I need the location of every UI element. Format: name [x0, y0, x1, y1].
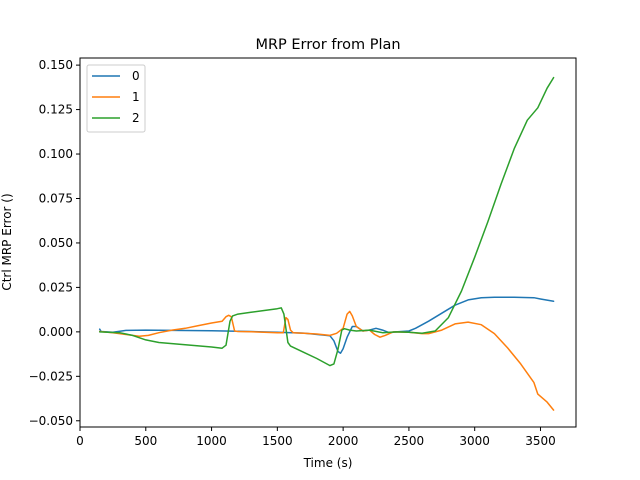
- y-tick-label: −0.025: [29, 369, 73, 383]
- y-axis-ticks: −0.050 −0.025 0.000 0.025 0.050 0.075 0.100 0.1…: [29, 58, 80, 428]
- legend-label-1: 1: [132, 90, 140, 104]
- y-tick-label: −0.050: [29, 414, 73, 428]
- y-axis-label: Ctrl MRP Error (): [0, 193, 14, 290]
- x-tick-label: 1500: [262, 434, 293, 448]
- y-tick-label: 0.125: [39, 103, 73, 117]
- x-tick-label: 1000: [196, 434, 227, 448]
- y-tick-label: 0.075: [39, 191, 73, 205]
- x-tick-label: 3500: [525, 434, 556, 448]
- series-layer: [98, 76, 555, 411]
- y-tick-label: 0.000: [39, 325, 73, 339]
- x-tick-label: 0: [76, 434, 84, 448]
- y-tick-label: 0.150: [39, 58, 73, 72]
- series-line-1: [98, 310, 555, 411]
- plot-area: [79, 57, 577, 428]
- legend-label-2: 2: [132, 111, 140, 125]
- x-axis-ticks: 0 500 1000 1500 2000 2500 3000 3500: [76, 427, 556, 448]
- chart-title: MRP Error from Plan: [255, 37, 400, 53]
- x-axis-label: Time (s): [303, 456, 353, 470]
- legend-frame: [86, 64, 146, 133]
- axes-frame: [79, 57, 577, 428]
- y-tick-label: 0.025: [39, 280, 73, 294]
- x-tick-label: 3000: [459, 434, 490, 448]
- x-tick-label: 2500: [394, 434, 425, 448]
- series-line-2: [98, 76, 555, 367]
- legend-label-0: 0: [132, 69, 140, 83]
- x-tick-label: 2000: [328, 434, 359, 448]
- series-line-0: [98, 296, 555, 354]
- y-tick-label: 0.100: [39, 147, 73, 161]
- legend: 0 1 2: [86, 64, 146, 133]
- y-tick-label: 0.050: [39, 236, 73, 250]
- x-tick-label: 500: [134, 434, 157, 448]
